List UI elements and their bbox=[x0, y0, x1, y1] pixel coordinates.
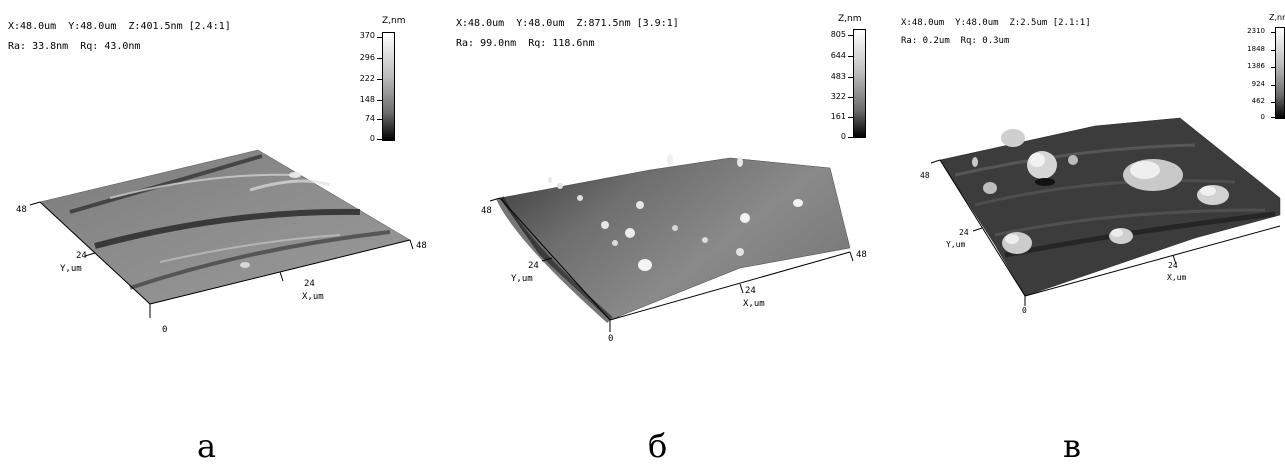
scale-tick: 644 bbox=[830, 51, 846, 60]
panel-caption: б bbox=[648, 427, 668, 465]
stats-line-1: X:48.0um Y:48.0um Z:401.5nm [2.4:1] bbox=[8, 21, 231, 32]
scale-tick: 0 bbox=[1260, 113, 1265, 121]
x-axis-mid-label: 24 bbox=[304, 279, 315, 289]
y-axis-title: Y,um bbox=[60, 264, 82, 274]
axis-origin-label: 0 bbox=[162, 325, 168, 335]
scale-tick: 161 bbox=[830, 112, 846, 121]
scale-title: Z,nm bbox=[838, 14, 862, 24]
scale-tick: 483 bbox=[830, 72, 846, 81]
scale-tick: 2310 bbox=[1247, 27, 1265, 35]
surface-3d-c bbox=[930, 117, 1281, 306]
scale-tick: 74 bbox=[364, 114, 375, 123]
scale-tick: 1848 bbox=[1247, 45, 1265, 53]
surface-3d-b bbox=[489, 154, 854, 332]
stats-line-1: X:48.0um Y:48.0um Z:2.5um [2.1:1] bbox=[901, 18, 1091, 28]
x-axis-max-label: 48 bbox=[856, 250, 867, 260]
panel-caption: а bbox=[197, 427, 217, 465]
stats-line-2: Ra: 33.8nm Rq: 43.0nm bbox=[8, 41, 141, 52]
y-axis-max-label: 48 bbox=[920, 171, 930, 180]
y-axis-mid-label: 24 bbox=[528, 261, 539, 271]
y-axis-mid-label: 24 bbox=[959, 228, 969, 237]
y-axis-max-label: 48 bbox=[16, 205, 27, 215]
stats-line-2: Ra: 99.0nm Rq: 118.6nm bbox=[456, 38, 595, 49]
y-axis-max-label: 48 bbox=[481, 206, 492, 216]
x-axis-title: X,um bbox=[302, 292, 324, 302]
scale-tick: 370 bbox=[359, 31, 375, 40]
axis-origin-label: 0 bbox=[1022, 306, 1027, 315]
y-axis-title: Y,um bbox=[511, 274, 533, 284]
panel-caption: в bbox=[1063, 427, 1082, 465]
afm-panel-b: X:48.0um Y:48.0um Z:871.5nm [3.9:1] Ra: … bbox=[440, 0, 880, 463]
axis-origin-label: 0 bbox=[608, 334, 614, 344]
scale-tick: 462 bbox=[1251, 97, 1265, 105]
scale-tick: 222 bbox=[359, 74, 375, 83]
y-axis-mid-label: 24 bbox=[76, 251, 87, 261]
scale-tick: 924 bbox=[1251, 80, 1265, 88]
scale-tick: 148 bbox=[359, 95, 375, 104]
x-axis-title: X,um bbox=[1167, 273, 1187, 282]
scale-tick: 0 bbox=[369, 134, 375, 143]
height-scale-bar bbox=[382, 32, 395, 141]
scale-title: Z,nm bbox=[1269, 13, 1285, 22]
scale-tick: 805 bbox=[830, 30, 846, 39]
scale-title: Z,nm bbox=[382, 16, 406, 26]
stats-line-1: X:48.0um Y:48.0um Z:871.5nm [3.9:1] bbox=[456, 18, 679, 29]
afm-panel-a: X:48.0um Y:48.0um Z:401.5nm [2.4:1] Ra: … bbox=[0, 0, 430, 463]
scale-tick: 296 bbox=[359, 53, 375, 62]
surface-3d-a bbox=[29, 149, 414, 318]
scale-tick: 1386 bbox=[1247, 62, 1265, 70]
scale-tick: 322 bbox=[830, 92, 846, 101]
x-axis-max-label: 48 bbox=[416, 241, 427, 251]
height-scale-bar bbox=[853, 29, 866, 138]
stats-line-2: Ra: 0.2um Rq: 0.3um bbox=[901, 36, 1010, 46]
afm-panel-c: X:48.0um Y:48.0um Z:2.5um [2.1:1] Ra: 0.… bbox=[895, 0, 1285, 462]
y-axis-title: Y,um bbox=[946, 240, 966, 249]
x-axis-mid-label: 24 bbox=[1168, 261, 1178, 270]
x-axis-mid-label: 24 bbox=[745, 286, 756, 296]
x-axis-title: X,um bbox=[743, 299, 765, 309]
scale-tick: 0 bbox=[840, 132, 846, 141]
